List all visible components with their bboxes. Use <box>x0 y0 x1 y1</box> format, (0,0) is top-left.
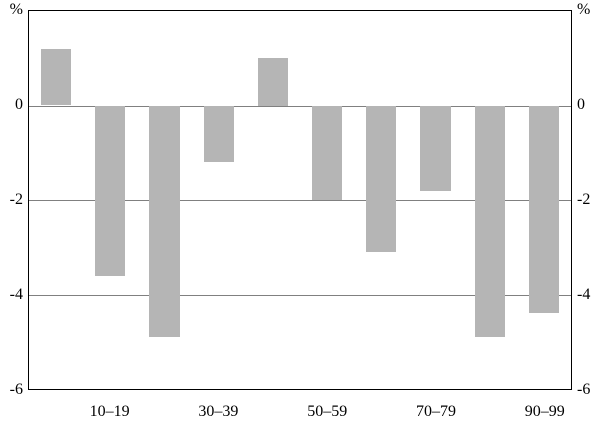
bar-40–49 <box>257 58 289 106</box>
gridline--2 <box>29 200 571 201</box>
y-tick-left--4: -4 <box>9 286 23 303</box>
y-tick-left--2: -2 <box>9 191 23 208</box>
plot-area <box>28 10 572 390</box>
x-tick-10–19: 10–19 <box>89 403 130 420</box>
y-tick-right-0: 0 <box>577 96 585 113</box>
y-tick-left--6: -6 <box>9 381 23 398</box>
gridline-0 <box>29 105 571 107</box>
bar-90–99 <box>528 105 560 314</box>
gridline--4 <box>29 294 571 296</box>
x-tick-50–59: 50–59 <box>307 403 348 420</box>
x-tick-30–39: 30–39 <box>198 403 239 420</box>
bar-10–19 <box>95 105 126 276</box>
x-tick-70–79: 70–79 <box>416 403 456 420</box>
y-axis-unit-right: % <box>577 1 591 18</box>
y-axis-unit-left: % <box>9 1 23 18</box>
bar-30–39 <box>203 105 234 163</box>
y-axis-left: % 0 -2 -4 -6 <box>0 1 26 398</box>
bar-80–89 <box>474 105 505 338</box>
x-axis-labels: 10–19 30–39 50–59 70–79 90–99 <box>28 401 572 425</box>
y-axis-right: % 0 -2 -4 -6 <box>574 1 600 398</box>
y-tick-right--4: -4 <box>577 286 591 303</box>
bar-0–9 <box>40 48 72 106</box>
bar-50–59 <box>311 105 343 200</box>
x-tick-90–99: 90–99 <box>524 403 565 420</box>
y-tick-right--6: -6 <box>577 381 591 398</box>
bar-70–79 <box>420 105 451 191</box>
bar-20–29 <box>149 105 180 338</box>
bar-60–69 <box>366 105 397 252</box>
y-tick-left-0: 0 <box>15 96 23 113</box>
y-tick-right--2: -2 <box>577 191 591 208</box>
